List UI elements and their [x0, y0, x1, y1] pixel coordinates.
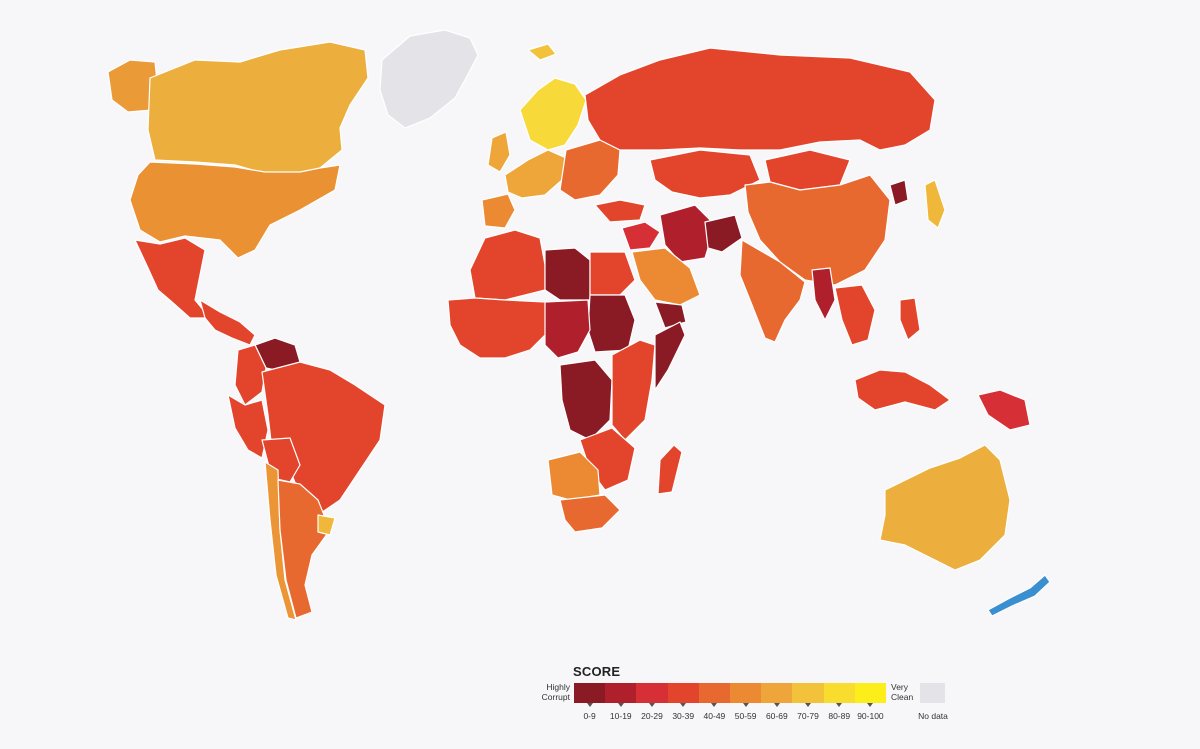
region-japan[interactable]	[924, 179, 946, 229]
region-australia[interactable]	[879, 444, 1011, 571]
region-south-africa[interactable]	[559, 494, 621, 533]
region-canada[interactable]	[147, 41, 369, 176]
region-scandinavia[interactable]	[519, 77, 587, 151]
region-somalia[interactable]	[654, 321, 686, 391]
region-myanmar[interactable]	[811, 267, 836, 321]
region-libya[interactable]	[544, 247, 591, 301]
region-western-europe[interactable]	[504, 149, 567, 199]
region-usa[interactable]	[129, 161, 341, 259]
region-philippines[interactable]	[899, 297, 921, 341]
region-iran[interactable]	[659, 204, 716, 263]
region-middle-east[interactable]	[621, 221, 661, 251]
region-russia[interactable]	[584, 47, 936, 151]
region-egypt[interactable]	[589, 251, 636, 296]
region-uruguay[interactable]	[317, 514, 336, 536]
region-eastern-europe[interactable]	[559, 139, 621, 201]
region-uk[interactable]	[487, 131, 511, 173]
region-yemen[interactable]	[654, 301, 687, 329]
region-central-america[interactable]	[199, 299, 256, 346]
region-papua[interactable]	[977, 389, 1031, 431]
region-afghanistan[interactable]	[704, 214, 743, 253]
region-southeast-asia[interactable]	[834, 284, 876, 346]
region-iberia[interactable]	[481, 193, 516, 229]
region-india[interactable]	[739, 239, 806, 343]
region-north-korea[interactable]	[889, 179, 909, 206]
region-colombia[interactable]	[234, 344, 267, 406]
region-greenland[interactable]	[379, 29, 479, 129]
region-dr-congo[interactable]	[559, 359, 613, 441]
region-sudan[interactable]	[587, 294, 636, 353]
region-central-asia[interactable]	[649, 149, 761, 199]
region-new-zealand[interactable]	[987, 574, 1051, 617]
region-china[interactable]	[744, 174, 891, 286]
region-central-africa[interactable]	[544, 299, 591, 359]
region-north-africa[interactable]	[469, 229, 546, 301]
region-indonesia[interactable]	[854, 369, 951, 411]
region-west-africa[interactable]	[447, 297, 551, 359]
region-iceland[interactable]	[527, 43, 557, 61]
region-argentina[interactable]	[277, 479, 331, 619]
region-peru[interactable]	[227, 394, 269, 459]
region-saudi-arabia[interactable]	[631, 247, 701, 306]
region-east-africa[interactable]	[611, 339, 656, 441]
region-mexico[interactable]	[134, 237, 211, 319]
region-turkey[interactable]	[594, 199, 646, 223]
region-madagascar[interactable]	[657, 444, 683, 495]
